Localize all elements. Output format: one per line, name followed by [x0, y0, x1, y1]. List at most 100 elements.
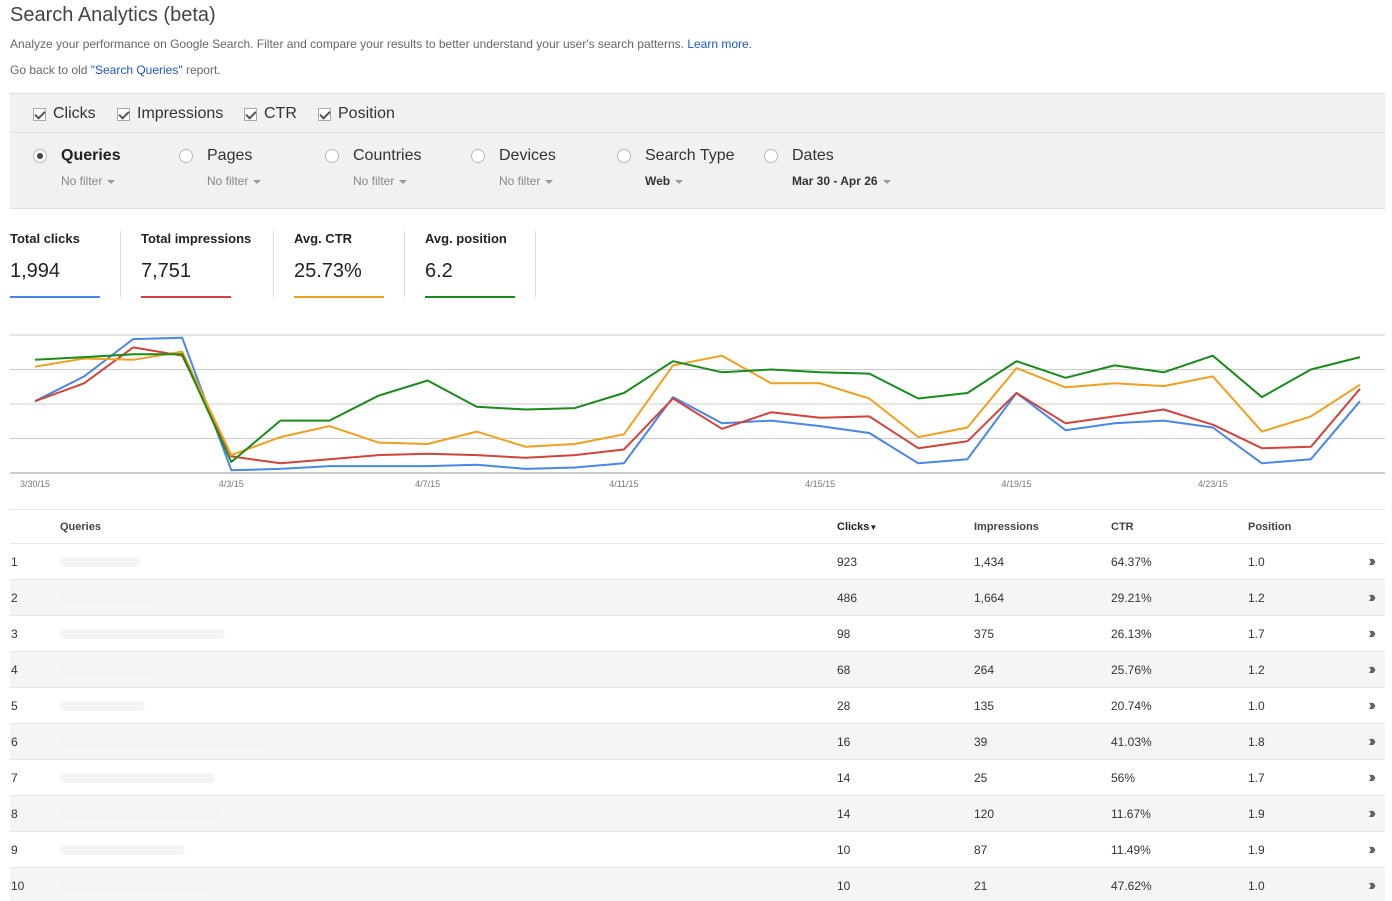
- redacted-query-text[interactable]: [60, 809, 220, 820]
- impressions-cell: 120: [974, 795, 1111, 832]
- search-type-filter-dropdown[interactable]: Web: [645, 174, 735, 188]
- double-chevron-right-icon[interactable]: ››: [1368, 696, 1375, 714]
- table-row[interactable]: 8 14 120 11.67% 1.9 ››: [10, 795, 1385, 832]
- clicks-column-header[interactable]: Clicks▼: [837, 509, 974, 544]
- queries-radio[interactable]: Queries: [33, 147, 121, 165]
- devices-radio[interactable]: Devices: [471, 147, 556, 165]
- table-row[interactable]: 9 10 87 11.49% 1.9 ››: [10, 831, 1385, 868]
- position-column-header[interactable]: Position: [1248, 509, 1348, 544]
- position-checkbox[interactable]: Position: [318, 105, 395, 123]
- series-line-2: [34, 350, 1361, 457]
- impressions-checkbox[interactable]: Impressions: [117, 105, 223, 123]
- row-index: 9: [10, 831, 60, 868]
- card-divider: [120, 231, 121, 297]
- radio-unselected-icon[interactable]: [764, 149, 778, 163]
- radio-unselected-icon[interactable]: [325, 149, 339, 163]
- redacted-query-text[interactable]: [60, 557, 140, 568]
- radio-selected-icon[interactable]: [33, 149, 47, 163]
- queries-filter-dropdown[interactable]: No filter: [61, 174, 121, 188]
- table-row[interactable]: 7 14 25 56% 1.7 ››: [10, 759, 1385, 796]
- ctr-cell: 26.13%: [1111, 615, 1248, 652]
- total-impressions-card[interactable]: Total impressions 7,751: [141, 231, 251, 299]
- dates-filter-value: Mar 30 - Apr 26: [792, 174, 878, 188]
- position-cell: 1.2: [1248, 579, 1348, 616]
- table-row[interactable]: 3 98 375 26.13% 1.7 ››: [10, 615, 1385, 652]
- checkbox-checked-icon[interactable]: [244, 107, 257, 121]
- double-chevron-right-icon[interactable]: ››: [1368, 552, 1375, 570]
- clicks-checkbox[interactable]: Clicks: [33, 105, 96, 123]
- redacted-query-text[interactable]: [60, 665, 160, 676]
- table-row[interactable]: 10 10 21 47.62% 1.0 ››: [10, 867, 1385, 901]
- position-cell: 1.7: [1248, 759, 1348, 796]
- x-tick-label: 3/30/15: [20, 479, 50, 489]
- ctr-checkbox[interactable]: CTR: [244, 105, 297, 123]
- table-row[interactable]: 5 28 135 20.74% 1.0 ››: [10, 687, 1385, 724]
- table-row[interactable]: 4 68 264 25.76% 1.2 ››: [10, 651, 1385, 688]
- radio-unselected-icon[interactable]: [179, 149, 193, 163]
- avg-position-card[interactable]: Avg. position 6.2: [425, 231, 515, 299]
- pages-filter-dropdown[interactable]: No filter: [207, 174, 262, 188]
- pages-radio[interactable]: Pages: [179, 147, 261, 165]
- clicks-cell: 10: [837, 867, 974, 901]
- table-row[interactable]: 2 486 1,664 29.21% 1.2 ››: [10, 579, 1385, 616]
- double-chevron-right-icon[interactable]: ››: [1368, 840, 1375, 858]
- row-action: ››: [1348, 543, 1385, 580]
- dates-filter-dropdown[interactable]: Mar 30 - Apr 26: [792, 174, 891, 188]
- learn-more-link[interactable]: Learn more.: [687, 37, 753, 51]
- impressions-cell: 39: [974, 723, 1111, 760]
- impressions-column-header[interactable]: Impressions: [974, 509, 1111, 544]
- query-cell: [60, 579, 837, 616]
- clicks-color-bar: [10, 296, 100, 298]
- redacted-query-text[interactable]: [60, 737, 265, 748]
- queries-column-header[interactable]: Queries: [60, 509, 837, 544]
- old-search-queries-link[interactable]: "Search Queries": [90, 63, 183, 77]
- redacted-query-text[interactable]: [60, 701, 145, 712]
- radio-unselected-icon[interactable]: [471, 149, 485, 163]
- avg-ctr-card[interactable]: Avg. CTR 25.73%: [294, 231, 384, 299]
- checkbox-checked-icon[interactable]: [33, 107, 46, 121]
- card-value: 7,751: [141, 260, 192, 282]
- double-chevron-right-icon[interactable]: ››: [1368, 768, 1375, 786]
- devices-filter-dropdown[interactable]: No filter: [499, 174, 556, 188]
- clicks-cell: 68: [837, 651, 974, 688]
- checkbox-checked-icon[interactable]: [318, 107, 331, 121]
- double-chevron-right-icon[interactable]: ››: [1368, 588, 1375, 606]
- ctr-cell: 64.37%: [1111, 543, 1248, 580]
- performance-line-chart[interactable]: 3/30/15 4/3/15 4/7/15 4/11/15 4/15/15 4/19/15…: [10, 330, 1385, 495]
- double-chevron-right-icon[interactable]: ››: [1368, 804, 1375, 822]
- search-type-filter-value: Web: [645, 174, 671, 188]
- row-action: ››: [1348, 687, 1385, 724]
- double-chevron-right-icon[interactable]: ››: [1368, 876, 1375, 894]
- position-color-bar: [425, 296, 515, 298]
- redacted-query-text[interactable]: [60, 881, 215, 892]
- countries-filter-dropdown[interactable]: No filter: [353, 174, 421, 188]
- total-clicks-card[interactable]: Total clicks 1,994: [10, 231, 100, 299]
- checkbox-checked-icon[interactable]: [117, 107, 130, 121]
- redacted-query-text[interactable]: [60, 593, 155, 604]
- redacted-query-text[interactable]: [60, 629, 225, 640]
- search-type-radio[interactable]: Search Type: [617, 147, 735, 165]
- series-line-3: [34, 353, 1361, 463]
- radio-unselected-icon[interactable]: [617, 149, 631, 163]
- double-chevron-right-icon[interactable]: ››: [1368, 660, 1375, 678]
- dates-radio[interactable]: Dates: [764, 147, 891, 165]
- index-header: [10, 509, 60, 544]
- metric-toggle-bar: Clicks Impressions CTR Position: [10, 93, 1385, 133]
- ctr-column-header[interactable]: CTR: [1111, 509, 1248, 544]
- redacted-query-text[interactable]: [60, 845, 185, 856]
- card-value: 6.2: [425, 260, 453, 282]
- row-action: ››: [1348, 651, 1385, 688]
- impressions-cell: 25: [974, 759, 1111, 796]
- redacted-query-text[interactable]: [60, 773, 215, 784]
- double-chevron-right-icon[interactable]: ››: [1368, 732, 1375, 750]
- clicks-label: Clicks: [53, 105, 96, 122]
- position-cell: 1.2: [1248, 651, 1348, 688]
- double-chevron-right-icon[interactable]: ››: [1368, 624, 1375, 642]
- countries-radio[interactable]: Countries: [325, 147, 421, 165]
- table-row[interactable]: 6 16 39 41.03% 1.8 ››: [10, 723, 1385, 760]
- x-tick-label: 4/7/15: [415, 479, 440, 489]
- table-row[interactable]: 1 923 1,434 64.37% 1.0 ››: [10, 543, 1385, 580]
- caret-down-icon: [675, 179, 684, 184]
- impressions-cell: 1,434: [974, 543, 1111, 580]
- old-report-notice: Go back to old "Search Queries" report.: [10, 63, 221, 77]
